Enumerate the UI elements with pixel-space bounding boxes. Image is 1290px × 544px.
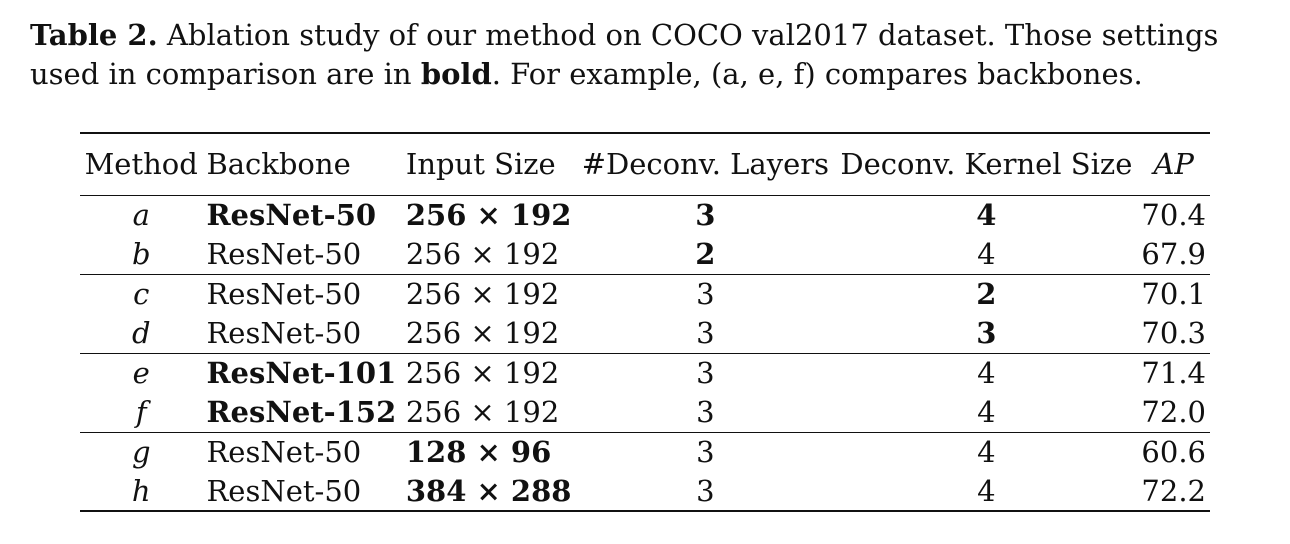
backbone-cell: ResNet-50	[206, 237, 362, 271]
method-cell: b	[131, 237, 151, 271]
ap-cell: 70.4	[1141, 198, 1206, 232]
ap-cell: 72.2	[1141, 473, 1206, 508]
input-size-cell: 256 × 192	[405, 237, 560, 271]
method-cell: h	[131, 473, 151, 508]
caption-label: Table 2.	[30, 18, 158, 52]
table-caption: Table 2. Ablation study of our method on…	[30, 16, 1270, 94]
header-deconv-layers: #Deconv. Layers	[581, 147, 830, 182]
input-size-cell: 128 × 96	[405, 435, 552, 469]
method-cell: d	[131, 316, 151, 350]
ap-cell: 72.0	[1141, 395, 1206, 429]
header-backbone: Backbone	[206, 147, 351, 182]
ap-cell: 70.3	[1141, 316, 1206, 350]
deconv-layers-cell: 3	[696, 435, 715, 469]
input-size-cell: 256 × 192	[405, 356, 560, 390]
kernel-size-cell: 4	[977, 395, 996, 429]
header-row: Method Backbone Input Size #Deconv. Laye…	[80, 133, 1210, 195]
table-row: e ResNet-101 256 × 192 3 4 71.4	[80, 353, 1210, 393]
kernel-size-cell: 4	[977, 435, 996, 469]
table-row: b ResNet-50 256 × 192 2 4 67.9	[80, 235, 1210, 274]
kernel-size-cell: 2	[976, 277, 997, 311]
backbone-cell: ResNet-50	[206, 316, 362, 350]
table-row: a ResNet-50 256 × 192 3 4 70.4	[80, 195, 1210, 235]
deconv-layers-cell: 3	[696, 473, 715, 508]
backbone-cell: ResNet-152	[206, 395, 397, 429]
input-size-cell: 384 × 288	[405, 473, 572, 508]
input-size-cell: 256 × 192	[405, 277, 560, 311]
table-row: f ResNet-152 256 × 192 3 4 72.0	[80, 393, 1210, 432]
input-size-cell: 256 × 192	[405, 198, 572, 232]
header-input-size: Input Size	[405, 147, 556, 182]
header-method: Method	[84, 147, 198, 182]
kernel-size-cell: 4	[977, 356, 996, 390]
deconv-layers-cell: 3	[695, 198, 716, 232]
table-row: d ResNet-50 256 × 192 3 3 70.3	[80, 314, 1210, 353]
kernel-size-cell: 4	[977, 473, 996, 508]
caption-text-1: Ablation study of our method on COCO val…	[30, 18, 1219, 91]
table-row: h ResNet-50 384 × 288 3 4 72.2	[80, 472, 1210, 511]
deconv-layers-cell: 3	[696, 395, 715, 429]
ap-cell: 67.9	[1141, 237, 1206, 271]
backbone-cell: ResNet-50	[206, 473, 362, 508]
backbone-cell: ResNet-50	[206, 198, 377, 232]
kernel-size-cell: 4	[976, 198, 997, 232]
kernel-size-cell: 4	[977, 237, 996, 271]
caption-bold-word: bold	[420, 57, 492, 91]
header-ap: AP	[1153, 147, 1194, 182]
method-cell: a	[132, 198, 150, 232]
header-deconv-kernel-size: Deconv. Kernel Size	[840, 147, 1133, 182]
deconv-layers-cell: 3	[696, 356, 715, 390]
method-cell: e	[132, 356, 150, 390]
method-cell: f	[135, 395, 147, 429]
backbone-cell: ResNet-50	[206, 435, 362, 469]
deconv-layers-cell: 3	[696, 316, 715, 350]
ap-cell: 70.1	[1141, 277, 1206, 311]
input-size-cell: 256 × 192	[405, 316, 560, 350]
table-row: c ResNet-50 256 × 192 3 2 70.1	[80, 274, 1210, 314]
backbone-cell: ResNet-101	[206, 356, 397, 390]
deconv-layers-cell: 2	[695, 237, 716, 271]
ablation-table: Method Backbone Input Size #Deconv. Laye…	[80, 132, 1210, 512]
kernel-size-cell: 3	[976, 316, 997, 350]
backbone-cell: ResNet-50	[206, 277, 362, 311]
method-cell: g	[131, 435, 151, 469]
table-row: g ResNet-50 128 × 96 3 4 60.6	[80, 432, 1210, 472]
method-cell: c	[133, 277, 150, 311]
ap-cell: 71.4	[1141, 356, 1206, 390]
deconv-layers-cell: 3	[696, 277, 715, 311]
input-size-cell: 256 × 192	[405, 395, 560, 429]
ap-cell: 60.6	[1141, 435, 1206, 469]
caption-text-2: . For example, (a, e, f) compares backbo…	[491, 57, 1143, 91]
